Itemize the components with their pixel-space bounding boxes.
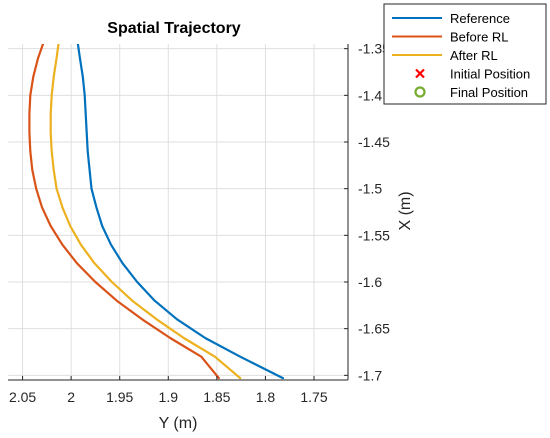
y-tick-label: -1.6 [358,274,382,290]
chart-title: Spatial Trajectory [107,20,240,37]
y-tick-label: -1.5 [358,181,382,197]
x-tick-label: 1.9 [159,389,179,405]
x-tick-label: 1.8 [256,389,276,405]
y-axis-title: X (m) [397,191,414,230]
x-tick-label: 2 [67,389,75,405]
x-axis-title: Y (m) [159,415,198,432]
legend-marker-x-stroke [415,68,425,79]
legend-swatch-final-position [414,86,426,98]
y-tick-label: -1.45 [358,134,390,150]
series-line-before-rl [28,44,220,380]
x-tick-label: 1.75 [300,389,327,405]
legend-label-after-rl: After RL [450,48,498,63]
legend-label-final-position: Final Position [450,85,528,100]
y-tick-label: -1.4 [358,87,382,103]
legend: Reference Before RL After RL Initial Positi… [383,3,547,105]
series-line-reference [76,44,284,380]
y-tick-label: -1.55 [358,227,390,243]
plot-area: 2.05 2 1.95 1.9 1.85 1.8 1.75 -1.35 -1.4 -1.45 -1.… [8,41,390,405]
y-tick-label: -1.7 [358,367,382,383]
y-tick-label: -1.35 [358,41,390,57]
series-line-after-rl [49,44,242,380]
x-tick-label: 2.05 [9,389,36,405]
x-tick-label: 1.95 [106,389,133,405]
legend-label-initial-position: Initial Position [450,67,530,82]
legend-label-before-rl: Before RL [450,30,509,45]
legend-swatch-initial-position [415,68,425,79]
legend-label-reference: Reference [450,11,510,26]
x-tick-label: 1.85 [203,389,230,405]
y-tick-label: -1.65 [358,321,390,337]
